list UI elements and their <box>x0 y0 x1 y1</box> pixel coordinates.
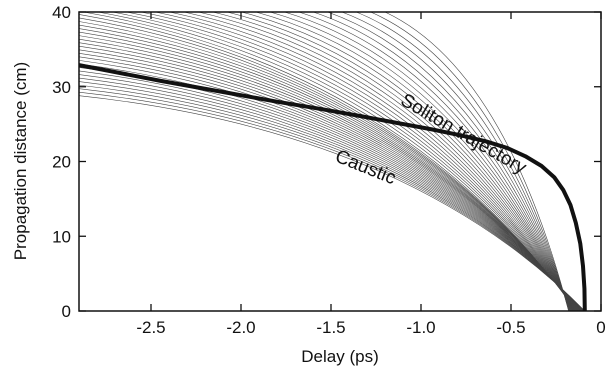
ray-line <box>79 56 582 311</box>
y-tick-label: 20 <box>52 153 71 172</box>
ray-line <box>79 77 584 311</box>
ray-line <box>79 38 580 311</box>
x-tick-label: 0 <box>596 318 605 337</box>
axis-ticks <box>79 11 602 312</box>
ray-line <box>126 12 576 311</box>
ray-line <box>241 12 573 311</box>
x-tick-label: -0.5 <box>496 318 525 337</box>
ray-line <box>183 12 574 311</box>
ray-line <box>79 70 583 311</box>
ray-line <box>327 12 571 311</box>
x-axis-label: Delay (ps) <box>301 347 378 366</box>
ray-line <box>198 12 574 311</box>
soliton-trajectory-line <box>79 63 587 311</box>
x-tick-label: -1.5 <box>316 318 345 337</box>
ray-line <box>79 63 582 311</box>
ray-line <box>284 12 572 311</box>
y-tick-label: 40 <box>52 3 71 22</box>
y-tick-label: 10 <box>52 227 71 246</box>
ray-line <box>298 12 572 311</box>
ray-line <box>79 88 585 311</box>
x-tick-label: -1.0 <box>406 318 435 337</box>
ray-line <box>341 12 570 311</box>
ray-line <box>227 12 573 311</box>
ray-line <box>79 42 580 311</box>
ray-line <box>79 60 582 311</box>
ray-line <box>79 95 586 311</box>
ray-line <box>79 21 578 311</box>
ray-line <box>79 28 579 311</box>
ray-line <box>83 12 577 311</box>
x-tick-label: -2.5 <box>136 318 165 337</box>
y-tick-label: 30 <box>52 78 71 97</box>
ray-line <box>79 31 579 311</box>
ray-line <box>255 12 573 311</box>
ray-line <box>270 12 572 311</box>
ray-line <box>79 53 581 311</box>
tick-labels: -2.5 -2.0 -1.5 -1.0 -0.5 0 0 10 20 30 40 <box>52 3 606 337</box>
ray-line <box>370 12 570 311</box>
ray-line <box>140 12 575 311</box>
ray-line <box>212 12 574 311</box>
ray-line <box>384 12 569 311</box>
y-tick-label: 0 <box>62 302 71 321</box>
series-layer <box>79 63 587 311</box>
ray-line <box>79 35 579 311</box>
ray-line <box>356 12 570 311</box>
ray-line <box>79 74 583 311</box>
ray-line <box>79 45 580 311</box>
ray-line <box>112 12 576 311</box>
ray-line <box>79 49 581 311</box>
x-tick-label: -2.0 <box>226 318 255 337</box>
ray-line <box>79 91 585 311</box>
y-axis-label: Propagation distance (cm) <box>11 62 30 260</box>
ray-line <box>313 12 571 311</box>
ray-line <box>97 12 577 311</box>
ray-line <box>79 84 584 311</box>
ray-fan <box>79 12 586 311</box>
ray-line <box>79 24 578 311</box>
ray-line <box>79 81 584 311</box>
ray-line <box>169 12 575 311</box>
ray-line <box>155 12 575 311</box>
